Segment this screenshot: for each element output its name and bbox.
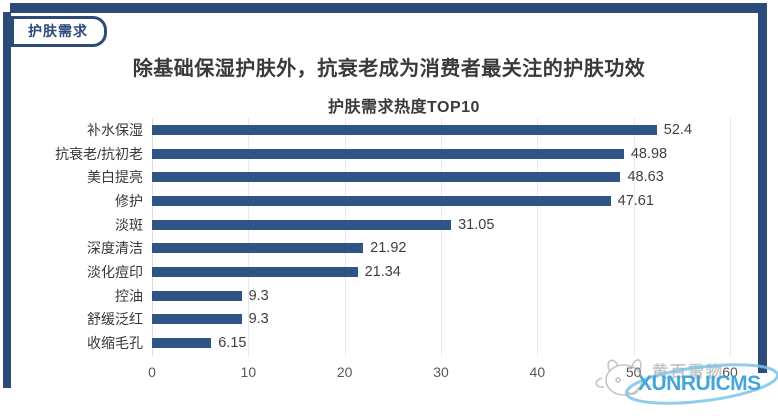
value-label: 52.4	[663, 121, 693, 138]
bar-chart: 补水保湿 52.4 抗衰老/抗初老 48.98 美白提亮 48.63 修护 47.61 淡斑 31…	[8, 118, 764, 398]
chart-rows: 补水保湿 52.4 抗衰老/抗初老 48.98 美白提亮 48.63 修护 47.61 淡斑 31…	[8, 118, 764, 355]
bar-track: 6.15	[152, 331, 764, 355]
gridline	[441, 118, 442, 356]
value-label: 9.3	[248, 287, 269, 304]
gridline	[730, 118, 731, 356]
chart-row: 美白提亮 48.63	[8, 165, 764, 189]
chart-gridlines	[152, 118, 731, 356]
category-label: 收缩毛孔	[87, 335, 143, 352]
chart-row: 深度清洁 21.92	[8, 236, 764, 260]
category-label: 修护	[115, 192, 143, 209]
value-label: 31.05	[458, 216, 495, 233]
bar	[152, 243, 364, 254]
bar-track: 48.63	[152, 165, 764, 189]
frame-top-border	[10, 3, 766, 13]
bar	[152, 219, 452, 230]
bar-track: 31.05	[152, 213, 764, 237]
category-label: 淡化痘印	[87, 263, 143, 280]
x-axis-tick-label: 50	[625, 364, 642, 380]
chart-row: 修护 47.61	[8, 189, 764, 213]
gridline	[344, 118, 346, 356]
bar	[152, 172, 621, 183]
bar	[152, 290, 242, 301]
bar-track: 52.4	[152, 118, 764, 142]
frame-right-border	[758, 3, 767, 373]
value-label: 21.92	[370, 240, 407, 257]
value-label: 9.3	[248, 311, 269, 328]
bar-track: 21.34	[152, 260, 764, 284]
section-tag: 护肤需求	[11, 16, 107, 47]
frame-left-border	[3, 12, 11, 388]
x-axis-tick-label: 30	[433, 364, 449, 380]
chart-row: 淡斑 31.05	[8, 213, 764, 237]
x-axis-tick-label: 40	[529, 364, 546, 380]
bar	[152, 338, 212, 349]
gridline	[537, 118, 539, 356]
category-label: 舒缓泛红	[87, 311, 143, 328]
bar-track: 9.3	[152, 308, 764, 332]
gridline	[633, 118, 635, 356]
category-label: 淡斑	[115, 216, 143, 233]
bar	[152, 195, 611, 206]
bar-track: 21.92	[152, 236, 764, 260]
category-label: 抗衰老/抗初老	[55, 145, 143, 162]
category-label: 美白提亮	[87, 169, 143, 186]
x-axis-tick-label: 20	[336, 364, 353, 380]
bar-track: 9.3	[152, 284, 764, 308]
x-axis-tick-label: 60	[722, 364, 738, 380]
chart-row: 淡化痘印 21.34	[8, 260, 764, 284]
chart-row: 控油 9.3	[8, 284, 764, 308]
gridline	[152, 118, 153, 356]
chart-title: 护肤需求热度TOP10	[328, 99, 480, 116]
bar	[152, 148, 624, 159]
category-label: 深度清洁	[87, 240, 143, 257]
value-label: 48.63	[627, 169, 664, 186]
category-label: 补水保湿	[87, 121, 143, 138]
bar	[152, 266, 358, 277]
value-label: 47.61	[617, 192, 654, 209]
chart-row: 补水保湿 52.4	[8, 118, 764, 142]
value-label: 6.15	[218, 335, 247, 352]
x-axis: 0 10 20 30 40 50 60	[148, 364, 738, 384]
bar	[152, 314, 242, 325]
chart-row: 舒缓泛红 9.3	[8, 308, 764, 332]
gridline	[248, 118, 250, 356]
bar-track: 48.98	[152, 142, 764, 166]
x-axis-tick-label: 10	[240, 364, 257, 380]
bar-track: 47.61	[152, 189, 764, 213]
value-label: 21.34	[364, 263, 401, 280]
chart-row: 抗衰老/抗初老 48.98	[8, 142, 764, 166]
bar	[152, 124, 657, 135]
category-label: 控油	[115, 287, 143, 304]
section-tag-label: 护肤需求	[28, 23, 88, 39]
value-label: 48.98	[630, 145, 668, 162]
x-axis-tick-label: 0	[148, 364, 156, 380]
chart-row: 收缩毛孔 6.15	[8, 331, 764, 355]
page-title: 除基础保湿护肤外，抗衰老成为消费者最关注的护肤功效	[132, 58, 646, 80]
